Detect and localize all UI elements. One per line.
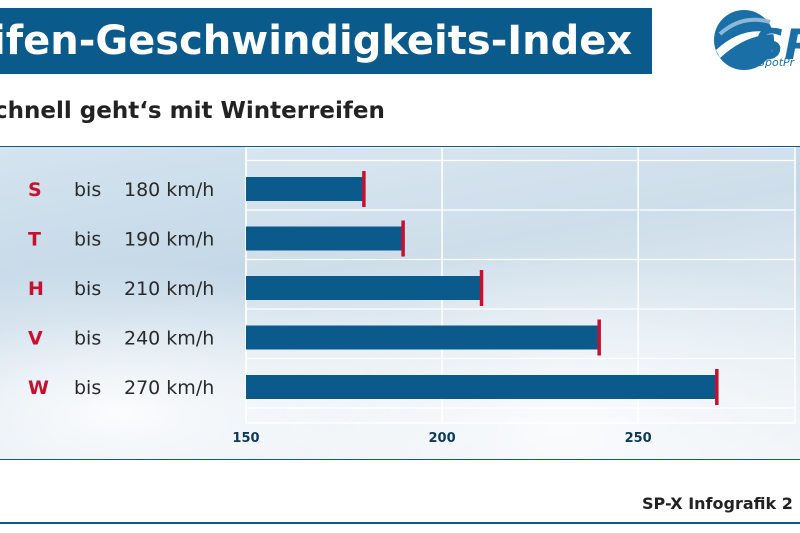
brand-logo: SP SpotPr bbox=[706, 4, 800, 74]
x-tick-label: 150 bbox=[232, 431, 259, 446]
x-tick-label: 200 bbox=[429, 431, 456, 446]
row-speed-label: 240 km/h bbox=[124, 328, 214, 350]
bar-W bbox=[246, 375, 717, 399]
bar-end-marker bbox=[479, 270, 484, 306]
row-bis-label: bis bbox=[74, 328, 101, 350]
row-letter: T bbox=[28, 229, 41, 251]
row-bis-label: bis bbox=[74, 278, 101, 300]
row-speed-label: 210 km/h bbox=[124, 278, 214, 300]
bar-end-marker bbox=[362, 171, 366, 207]
row-letter: V bbox=[28, 328, 43, 350]
row-speed-label: 190 km/h bbox=[124, 229, 214, 251]
row-speed-label: 270 km/h bbox=[124, 377, 214, 399]
credit-text: SP-X Infografik 2 bbox=[642, 494, 793, 513]
logo-swoosh-icon bbox=[714, 10, 776, 70]
bar-S bbox=[246, 177, 364, 201]
row-letter: H bbox=[28, 278, 44, 300]
footer-divider bbox=[0, 522, 800, 524]
row-bis-label: bis bbox=[74, 229, 101, 251]
chart-subtitle: chnell geht‘s mit Winterreifen bbox=[0, 98, 385, 124]
row-bis-label: bis bbox=[74, 179, 101, 201]
bar-T bbox=[246, 226, 403, 251]
bar-V bbox=[246, 325, 599, 350]
row-speed-label: 180 km/h bbox=[124, 179, 214, 201]
bar-H bbox=[246, 276, 482, 300]
logo-subtext: SpotPr bbox=[758, 56, 795, 69]
row-letter: S bbox=[28, 179, 42, 201]
logo-text: SP bbox=[754, 20, 800, 69]
bar-end-marker bbox=[597, 319, 601, 356]
row-letter: W bbox=[28, 377, 49, 399]
row-bis-label: bis bbox=[74, 377, 101, 399]
bar-end-marker bbox=[401, 220, 405, 257]
x-tick-label: 250 bbox=[625, 431, 652, 446]
bar-end-marker bbox=[715, 369, 719, 405]
chart-title: ifen-Geschwindigkeits-Index bbox=[0, 8, 652, 74]
